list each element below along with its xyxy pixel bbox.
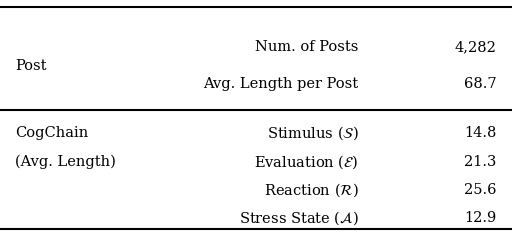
Text: 14.8: 14.8: [464, 126, 497, 140]
Text: Num. of Posts: Num. of Posts: [255, 40, 358, 54]
Text: Reaction ($\mathcal{R}$): Reaction ($\mathcal{R}$): [264, 181, 358, 199]
Text: 25.6: 25.6: [464, 183, 497, 197]
Text: Stress State ($\mathcal{A}$): Stress State ($\mathcal{A}$): [239, 210, 358, 227]
Text: Stimulus ($\mathcal{S}$): Stimulus ($\mathcal{S}$): [267, 125, 358, 142]
Text: (Avg. Length): (Avg. Length): [15, 155, 116, 169]
Text: Post: Post: [15, 59, 47, 73]
Text: Avg. Length per Post: Avg. Length per Post: [203, 77, 358, 91]
Text: 4,282: 4,282: [455, 40, 497, 54]
Text: 21.3: 21.3: [464, 155, 497, 169]
Text: 12.9: 12.9: [464, 211, 497, 225]
Text: Evaluation ($\mathcal{E}$): Evaluation ($\mathcal{E}$): [254, 153, 358, 170]
Text: 68.7: 68.7: [464, 77, 497, 91]
Text: CogChain: CogChain: [15, 126, 89, 140]
